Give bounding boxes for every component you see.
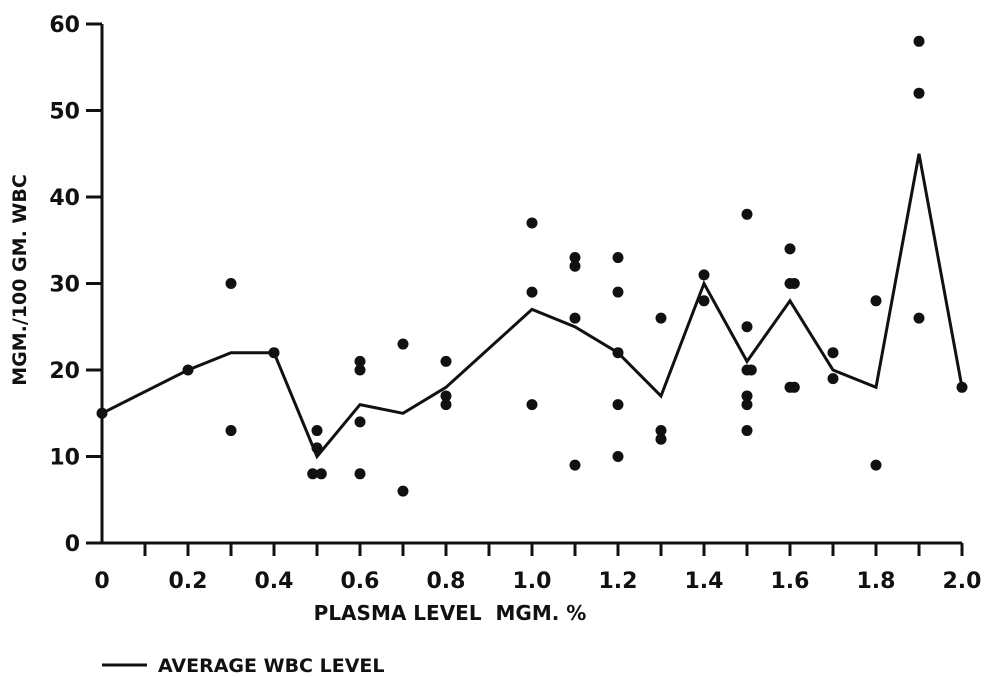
data-point: [870, 295, 882, 307]
data-point: [569, 312, 581, 324]
x-axis-label: PLASMA LEVEL MGM. %: [314, 601, 587, 625]
data-point: [311, 425, 323, 437]
data-point: [788, 381, 800, 393]
data-point: [440, 399, 452, 411]
data-point: [268, 347, 280, 359]
data-point: [440, 355, 452, 367]
x-tick-label: 2.0: [943, 569, 982, 594]
data-point: [913, 312, 925, 324]
data-point: [745, 364, 757, 376]
data-point: [440, 390, 452, 402]
data-point: [96, 407, 108, 419]
data-point: [827, 347, 839, 359]
y-axis-label: MGM./100 GM. WBC: [9, 174, 31, 386]
data-point: [741, 321, 753, 333]
data-point: [526, 286, 538, 298]
x-tick-label: 0.4: [255, 569, 294, 594]
data-point: [698, 295, 710, 307]
data-point: [225, 278, 237, 289]
data-point: [612, 286, 624, 298]
legend: AVERAGE WBC LEVEL: [102, 655, 385, 677]
data-point: [784, 243, 796, 255]
data-point: [612, 347, 624, 359]
x-tick-label: 0.8: [427, 569, 466, 594]
data-point: [956, 381, 968, 393]
x-tick-label: 1.2: [599, 569, 638, 594]
x-tick-label: 0: [94, 569, 109, 594]
data-point: [569, 252, 581, 264]
data-point: [741, 399, 753, 411]
data-point: [913, 35, 925, 47]
x-tick-label: 1.6: [771, 569, 810, 594]
data-point: [612, 252, 624, 264]
y-tick-label: 20: [49, 359, 80, 384]
y-tick-label: 10: [49, 446, 80, 471]
x-tick-label: 0.2: [169, 569, 208, 594]
data-point: [354, 468, 366, 480]
y-tick-label: 40: [49, 186, 80, 211]
x-ticks: 0 0.2 0.4 0.6 0.8 1.0 1.2 1.4 1.6 1.8 2.0: [94, 543, 981, 594]
data-point: [182, 364, 194, 376]
y-tick-label: 0: [65, 532, 80, 557]
x-tick-label: 1.0: [513, 569, 552, 594]
y-tick-label: 50: [49, 100, 80, 125]
data-point: [397, 338, 409, 350]
data-point: [741, 390, 753, 402]
y-tick-label: 30: [49, 273, 80, 298]
data-point: [526, 399, 538, 411]
x-tick-label: 1.4: [685, 569, 724, 594]
data-point: [307, 468, 319, 480]
x-tick-label: 1.8: [857, 569, 896, 594]
data-point: [315, 468, 327, 480]
data-point: [612, 399, 624, 411]
data-point: [354, 355, 366, 367]
y-ticks: 0 10 20 30 40 50 60: [49, 13, 102, 557]
legend-label: AVERAGE WBC LEVEL: [158, 655, 385, 677]
data-point: [569, 459, 581, 471]
average-line: [101, 153, 964, 460]
data-points: [96, 35, 968, 497]
data-point: [354, 364, 366, 376]
data-point: [655, 425, 667, 437]
data-point: [913, 87, 925, 99]
data-point: [311, 442, 323, 454]
data-point: [788, 278, 800, 289]
x-tick-label: 0.6: [341, 569, 380, 594]
data-point: [569, 260, 581, 272]
data-point: [827, 373, 839, 385]
data-point: [397, 485, 409, 497]
data-point: [741, 208, 753, 220]
data-point: [655, 433, 667, 445]
data-point: [526, 217, 538, 229]
data-point: [225, 425, 237, 437]
data-point: [698, 269, 710, 281]
y-tick-label: 60: [49, 13, 80, 38]
data-point: [741, 425, 753, 437]
data-point: [870, 459, 882, 471]
average-wbc-line: [101, 153, 964, 460]
x-axis: 0 0.2 0.4 0.6 0.8 1.0 1.2 1.4 1.6 1.8 2.0: [94, 541, 981, 594]
data-point: [354, 416, 366, 428]
y-axis: 0 10 20 30 40 50 60: [49, 13, 104, 557]
data-point: [612, 451, 624, 462]
data-point: [655, 312, 667, 324]
